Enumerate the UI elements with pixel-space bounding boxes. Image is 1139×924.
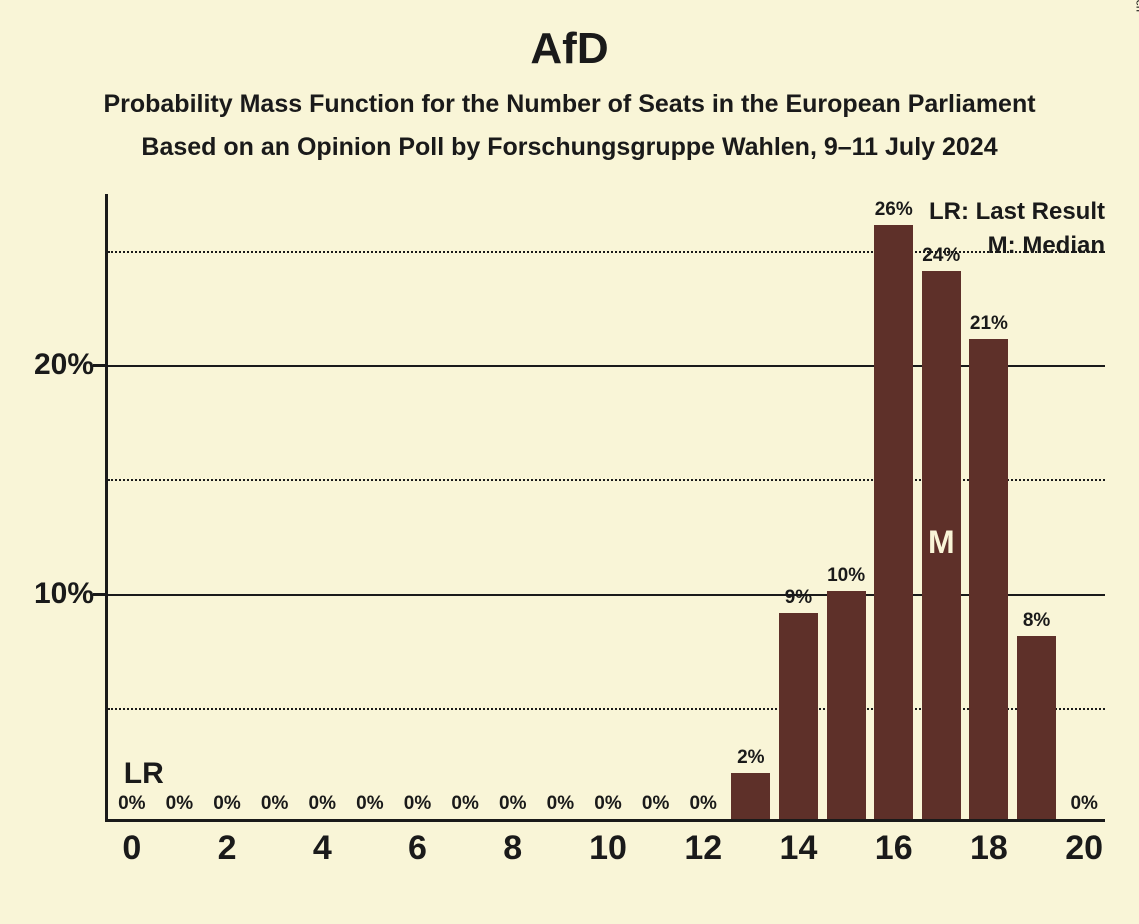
x-tick-label: 20 — [1065, 819, 1103, 868]
bar-value-label: 0% — [689, 793, 716, 819]
x-tick-label: 8 — [503, 819, 522, 868]
bar-value-label: 0% — [499, 793, 526, 819]
bar-value-label: 21% — [970, 313, 1008, 339]
x-tick-label: 12 — [684, 819, 722, 868]
bar-value-label: 0% — [356, 793, 383, 819]
bar-value-label: 0% — [404, 793, 431, 819]
bar-value-label: 0% — [213, 793, 240, 819]
bar-value-label: 0% — [594, 793, 621, 819]
x-tick-label: 10 — [589, 819, 627, 868]
bar-value-label: 0% — [642, 793, 669, 819]
bar-value-label: 8% — [1023, 610, 1050, 636]
chart-subtitle-line1: Probability Mass Function for the Number… — [0, 74, 1139, 119]
x-tick-label: 18 — [970, 819, 1008, 868]
bar-value-label: 9% — [785, 587, 812, 613]
bar-value-label: 2% — [737, 747, 764, 773]
x-tick-label: 14 — [780, 819, 818, 868]
y-tick-mark — [93, 364, 105, 367]
chart-subtitle-line2: Based on an Opinion Poll by Forschungsgr… — [0, 119, 1139, 162]
bar: 2% — [731, 773, 770, 819]
bar-value-label: 26% — [875, 199, 913, 225]
bar: 9% — [779, 613, 818, 819]
x-tick-label: 4 — [313, 819, 332, 868]
x-tick-label: 0 — [122, 819, 141, 868]
copyright-text: © 2024 Filip van Laenen — [1133, 0, 1139, 12]
bar-value-label: 0% — [118, 793, 145, 819]
chart-plot-area: 10%20%0%0%0%0%0%0%0%0%0%0%0%0%0%2%9%10%2… — [105, 194, 1105, 822]
bar: 10% — [827, 591, 866, 819]
x-tick-label: 16 — [875, 819, 913, 868]
x-tick-label: 6 — [408, 819, 427, 868]
bar: 8% — [1017, 636, 1056, 819]
x-tick-label: 2 — [218, 819, 237, 868]
bar-value-label: 0% — [166, 793, 193, 819]
legend-lr: LR: Last Result — [915, 198, 1105, 226]
y-tick-mark — [93, 593, 105, 596]
chart-title: AfD — [0, 0, 1139, 74]
bar: 21% — [969, 339, 1008, 819]
median-marker: M — [928, 524, 955, 561]
legend-m: M: Median — [915, 232, 1105, 260]
chart-legend: LR: Last Result M: Median — [915, 198, 1105, 260]
bar: 26% — [874, 225, 913, 819]
bar-value-label: 0% — [261, 793, 288, 819]
bar-value-label: 10% — [827, 565, 865, 591]
bar-value-label: 0% — [309, 793, 336, 819]
bar-value-label: 0% — [451, 793, 478, 819]
lr-marker: LR — [124, 757, 164, 791]
bar-value-label: 0% — [1070, 793, 1097, 819]
bar-value-label: 0% — [547, 793, 574, 819]
